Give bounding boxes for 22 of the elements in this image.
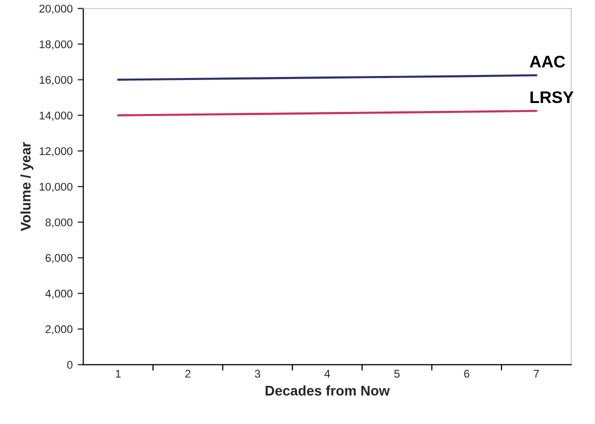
series-label: LRSY [530, 91, 574, 104]
y-tick-label: 2,000 [46, 325, 72, 334]
y-tick-label: 18,000 [40, 40, 72, 50]
y-tick-label: 8,000 [46, 218, 72, 228]
x-tick-label: 6 [464, 370, 470, 378]
y-axis-title: Volume / year [20, 142, 34, 232]
y-tick-label: 6,000 [46, 254, 72, 264]
y-tick-label: 12,000 [40, 147, 72, 156]
x-tick-label: 7 [534, 370, 539, 378]
x-tick-label: 1 [116, 370, 121, 378]
x-tick-label: 3 [254, 370, 260, 378]
x-tick-label: 2 [185, 370, 190, 378]
x-axis-title: Decades from Now [266, 385, 390, 396]
series-label: AAC [530, 56, 566, 68]
y-tick-label: 10,000 [40, 182, 72, 192]
y-tick-label: 0 [67, 360, 72, 369]
y-tick-label: 14,000 [40, 112, 72, 121]
y-tick-label: 4,000 [45, 290, 72, 299]
x-tick-label: 5 [394, 370, 400, 378]
x-tick-label: 4 [324, 370, 330, 378]
y-tick-label: 20,000 [39, 4, 72, 14]
y-tick-label: 16,000 [40, 76, 72, 86]
